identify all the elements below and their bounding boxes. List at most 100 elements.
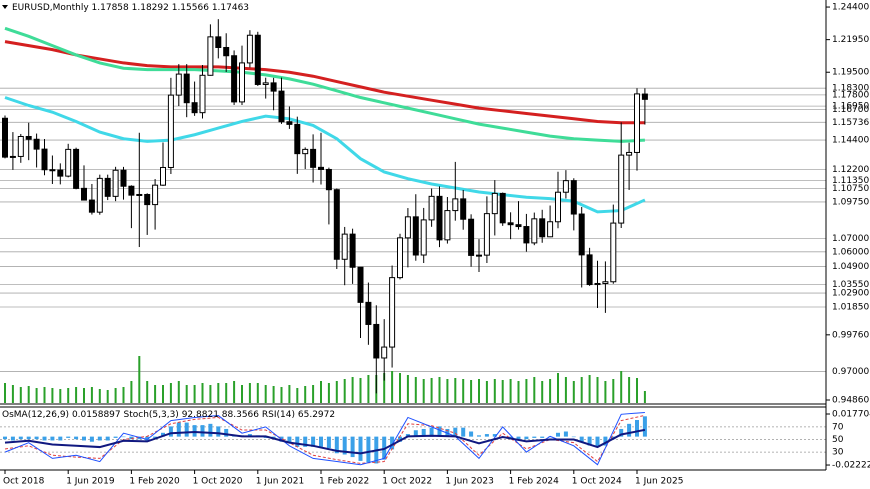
level-label: 1.03550 — [832, 280, 869, 290]
candle-body — [389, 277, 396, 348]
osma-bar — [66, 436, 71, 438]
candle-body — [547, 221, 554, 238]
candle-body — [207, 36, 214, 76]
candle-body — [33, 138, 40, 150]
volume-bar — [367, 375, 370, 403]
candle-body — [507, 222, 514, 226]
osma-bar — [121, 436, 126, 438]
level-label: 1.11350 — [832, 176, 869, 186]
volume-bar — [612, 379, 615, 403]
candle-body — [555, 191, 561, 223]
volume-bar — [320, 381, 322, 403]
candle-body — [278, 90, 285, 123]
candle-body — [610, 222, 617, 283]
volume-bar — [596, 377, 599, 403]
moving-average — [4, 96, 646, 214]
volume-bar — [248, 383, 251, 403]
osma-bar — [405, 434, 410, 437]
candle-body — [515, 224, 522, 228]
osma-bar — [413, 430, 418, 437]
volume-bar — [90, 387, 93, 403]
volume-bar — [177, 381, 180, 403]
osma-bar — [311, 436, 316, 447]
candle-body — [634, 93, 640, 153]
x-tick-label: Oct 2018 — [3, 477, 45, 487]
candle-body — [404, 216, 411, 239]
osma-bar — [334, 436, 339, 454]
candle-body — [325, 168, 332, 191]
volume-bar — [146, 381, 149, 403]
volume-bar — [588, 375, 591, 403]
level-label: 1.09750 — [832, 197, 869, 207]
volume-bar — [454, 378, 457, 403]
volume-bar — [185, 385, 188, 403]
osma-bar — [89, 436, 94, 442]
level-label: 1.12200 — [832, 165, 869, 175]
volume-bar — [430, 378, 433, 403]
low-value: 1.15566 — [172, 3, 209, 13]
candle-body — [586, 254, 593, 286]
candle-body — [9, 155, 16, 158]
osma-bar — [461, 427, 466, 437]
volume-bar — [383, 373, 386, 403]
volume-bar — [422, 379, 425, 403]
candle-body — [341, 233, 348, 260]
osma-bar — [153, 436, 158, 438]
candle-body — [246, 34, 253, 64]
volume-bar — [557, 373, 559, 403]
menu-triangle[interactable] — [2, 5, 8, 9]
candle-body — [310, 148, 317, 168]
volume-bar — [359, 378, 362, 403]
osma-bar — [627, 423, 632, 437]
candle-body — [357, 266, 364, 303]
osma-bar — [524, 436, 529, 440]
candle-body — [25, 135, 32, 140]
chart-title: EURUSD,Monthly 1.17858 1.18292 1.15566 1… — [12, 3, 249, 13]
candle-body — [88, 199, 95, 213]
volume-bar — [241, 385, 243, 403]
osma-bar — [287, 436, 292, 444]
osma-bar — [58, 436, 63, 441]
candle-body — [491, 192, 498, 215]
volume-bar — [59, 389, 62, 403]
volume-bar — [130, 381, 133, 403]
level-label: 1.17800 — [832, 90, 869, 100]
volume-bar — [564, 377, 567, 403]
volume-bar — [201, 383, 204, 403]
osma-bar — [42, 436, 47, 441]
volume-bar — [193, 385, 196, 403]
osma-bar — [200, 425, 205, 437]
osma-bar — [161, 432, 165, 437]
volume-bar — [296, 388, 299, 403]
candle-body — [270, 82, 277, 92]
candle-body — [602, 281, 609, 284]
osma-bar — [484, 434, 489, 437]
rsi-value: 65.2972 — [298, 410, 335, 420]
level-label: 1.16950 — [832, 102, 869, 112]
y-tick-label: 1.24400 — [832, 3, 869, 13]
osma-bar — [563, 431, 568, 437]
volume-bar — [525, 379, 528, 403]
y2-tick-label: 50 — [832, 435, 844, 445]
candle-body — [594, 282, 601, 286]
volume-bar — [446, 379, 449, 403]
osma-bar — [508, 436, 513, 438]
candle-body — [641, 93, 648, 100]
volume-bar — [280, 387, 283, 403]
volume-bar — [35, 388, 38, 403]
volume-bar — [580, 377, 583, 403]
osma-value: 0.0158897 — [72, 410, 121, 420]
candle-body — [17, 135, 24, 157]
y2-tick-label: 30 — [832, 448, 844, 458]
y-tick-label: -0.022228 — [832, 461, 870, 471]
osma-bar — [350, 436, 355, 458]
osma-bar — [34, 436, 39, 440]
volume-bar — [335, 381, 338, 403]
level-label: 0.97000 — [832, 367, 869, 377]
osma-bar — [342, 436, 347, 455]
volume-bar — [620, 371, 623, 403]
osma-bar — [366, 436, 371, 463]
y-tick-label: 1.19500 — [832, 68, 869, 78]
candle-body — [215, 36, 222, 48]
candle-body — [436, 195, 443, 241]
